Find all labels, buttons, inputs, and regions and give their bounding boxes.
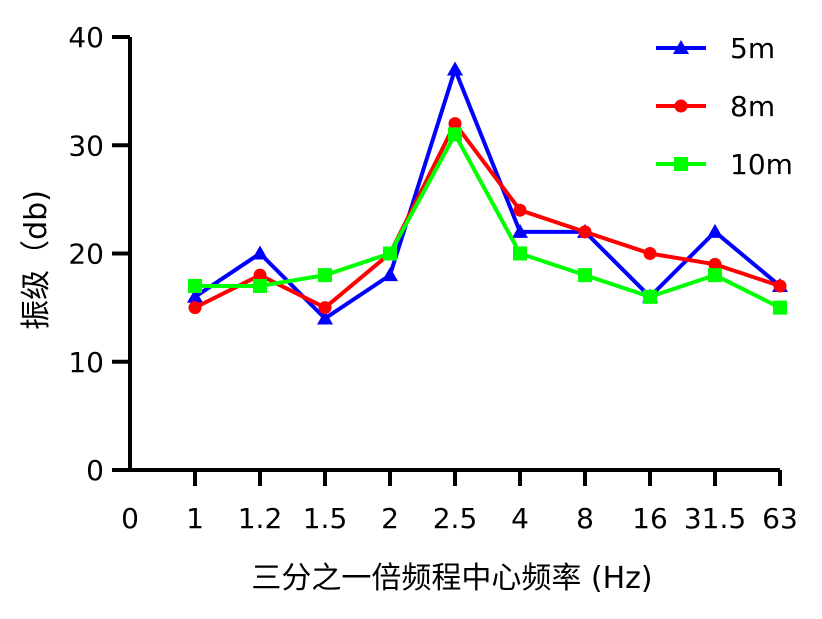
data-point-8m [578,225,592,239]
data-point-5m [707,223,723,238]
legend-marker [674,157,688,171]
data-point-5m [187,288,203,303]
legend-item-8m: 8m [656,90,775,123]
x-tick-label: 0 [121,502,139,535]
y-tick-label: 10 [68,346,104,379]
y-tick-label: 40 [68,21,104,54]
x-tick-label: 2 [381,502,399,535]
data-point-8m [448,117,462,131]
data-point-10m [253,278,267,293]
series-line-10m [195,130,781,310]
data-point-8m [253,268,267,282]
legend-label: 8m [730,90,775,123]
x-tick-label: 1.5 [303,502,348,535]
x-tick-label: 4 [511,502,529,535]
data-point-10m [383,246,397,261]
x-tick-label: 1 [186,502,204,535]
data-point-8m [708,257,722,271]
y-tick-label: 30 [68,129,104,162]
data-point-5m [447,61,463,76]
x-tick-label: 31.5 [684,502,746,535]
y-axis-title: 振级（db) [19,190,54,330]
x-tick-label: 2.5 [433,502,478,535]
series-10m [188,127,787,315]
series-layer [187,61,788,325]
data-point-8m [773,279,787,293]
legend-item-5m: 5m [656,32,775,65]
data-point-8m [188,301,202,315]
x-tick-label: 63 [762,502,798,535]
data-point-10m [188,278,202,293]
ticks-layer: 0 10 20 30 40 0 1 1.2 1.5 2 2.5 4 8 16 31.5 63 [68,21,797,535]
x-tick-label: 8 [576,502,594,535]
data-point-10m [643,289,657,304]
y-tick-label: 0 [86,454,104,487]
series-line-5m [193,63,782,322]
data-point-8m [318,301,332,315]
legend-label: 10m [730,148,793,181]
data-point-10m [578,268,592,283]
data-point-5m [382,267,398,282]
data-point-8m [643,247,657,260]
legend-label: 5m [730,32,775,65]
legend-marker [674,99,688,113]
series-line-8m [194,119,781,310]
legend-item-10m: 10m [656,148,793,181]
data-point-10m [318,268,332,283]
legend-marker [673,40,689,54]
x-tick-label: 1.2 [238,502,283,535]
data-point-10m [773,300,787,315]
legend: 5m 8m 10m [656,32,793,181]
data-point-8m [513,203,527,217]
y-tick-label: 20 [68,238,104,271]
data-point-10m [513,246,527,261]
data-point-5m [252,245,268,260]
x-axis-title: 三分之一倍频程中心频率 (Hz) [251,561,652,596]
data-point-5m [512,223,528,238]
x-tick-label: 16 [632,502,668,535]
data-point-5m [317,310,333,325]
data-point-10m [708,268,722,283]
data-point-10m [448,127,462,142]
